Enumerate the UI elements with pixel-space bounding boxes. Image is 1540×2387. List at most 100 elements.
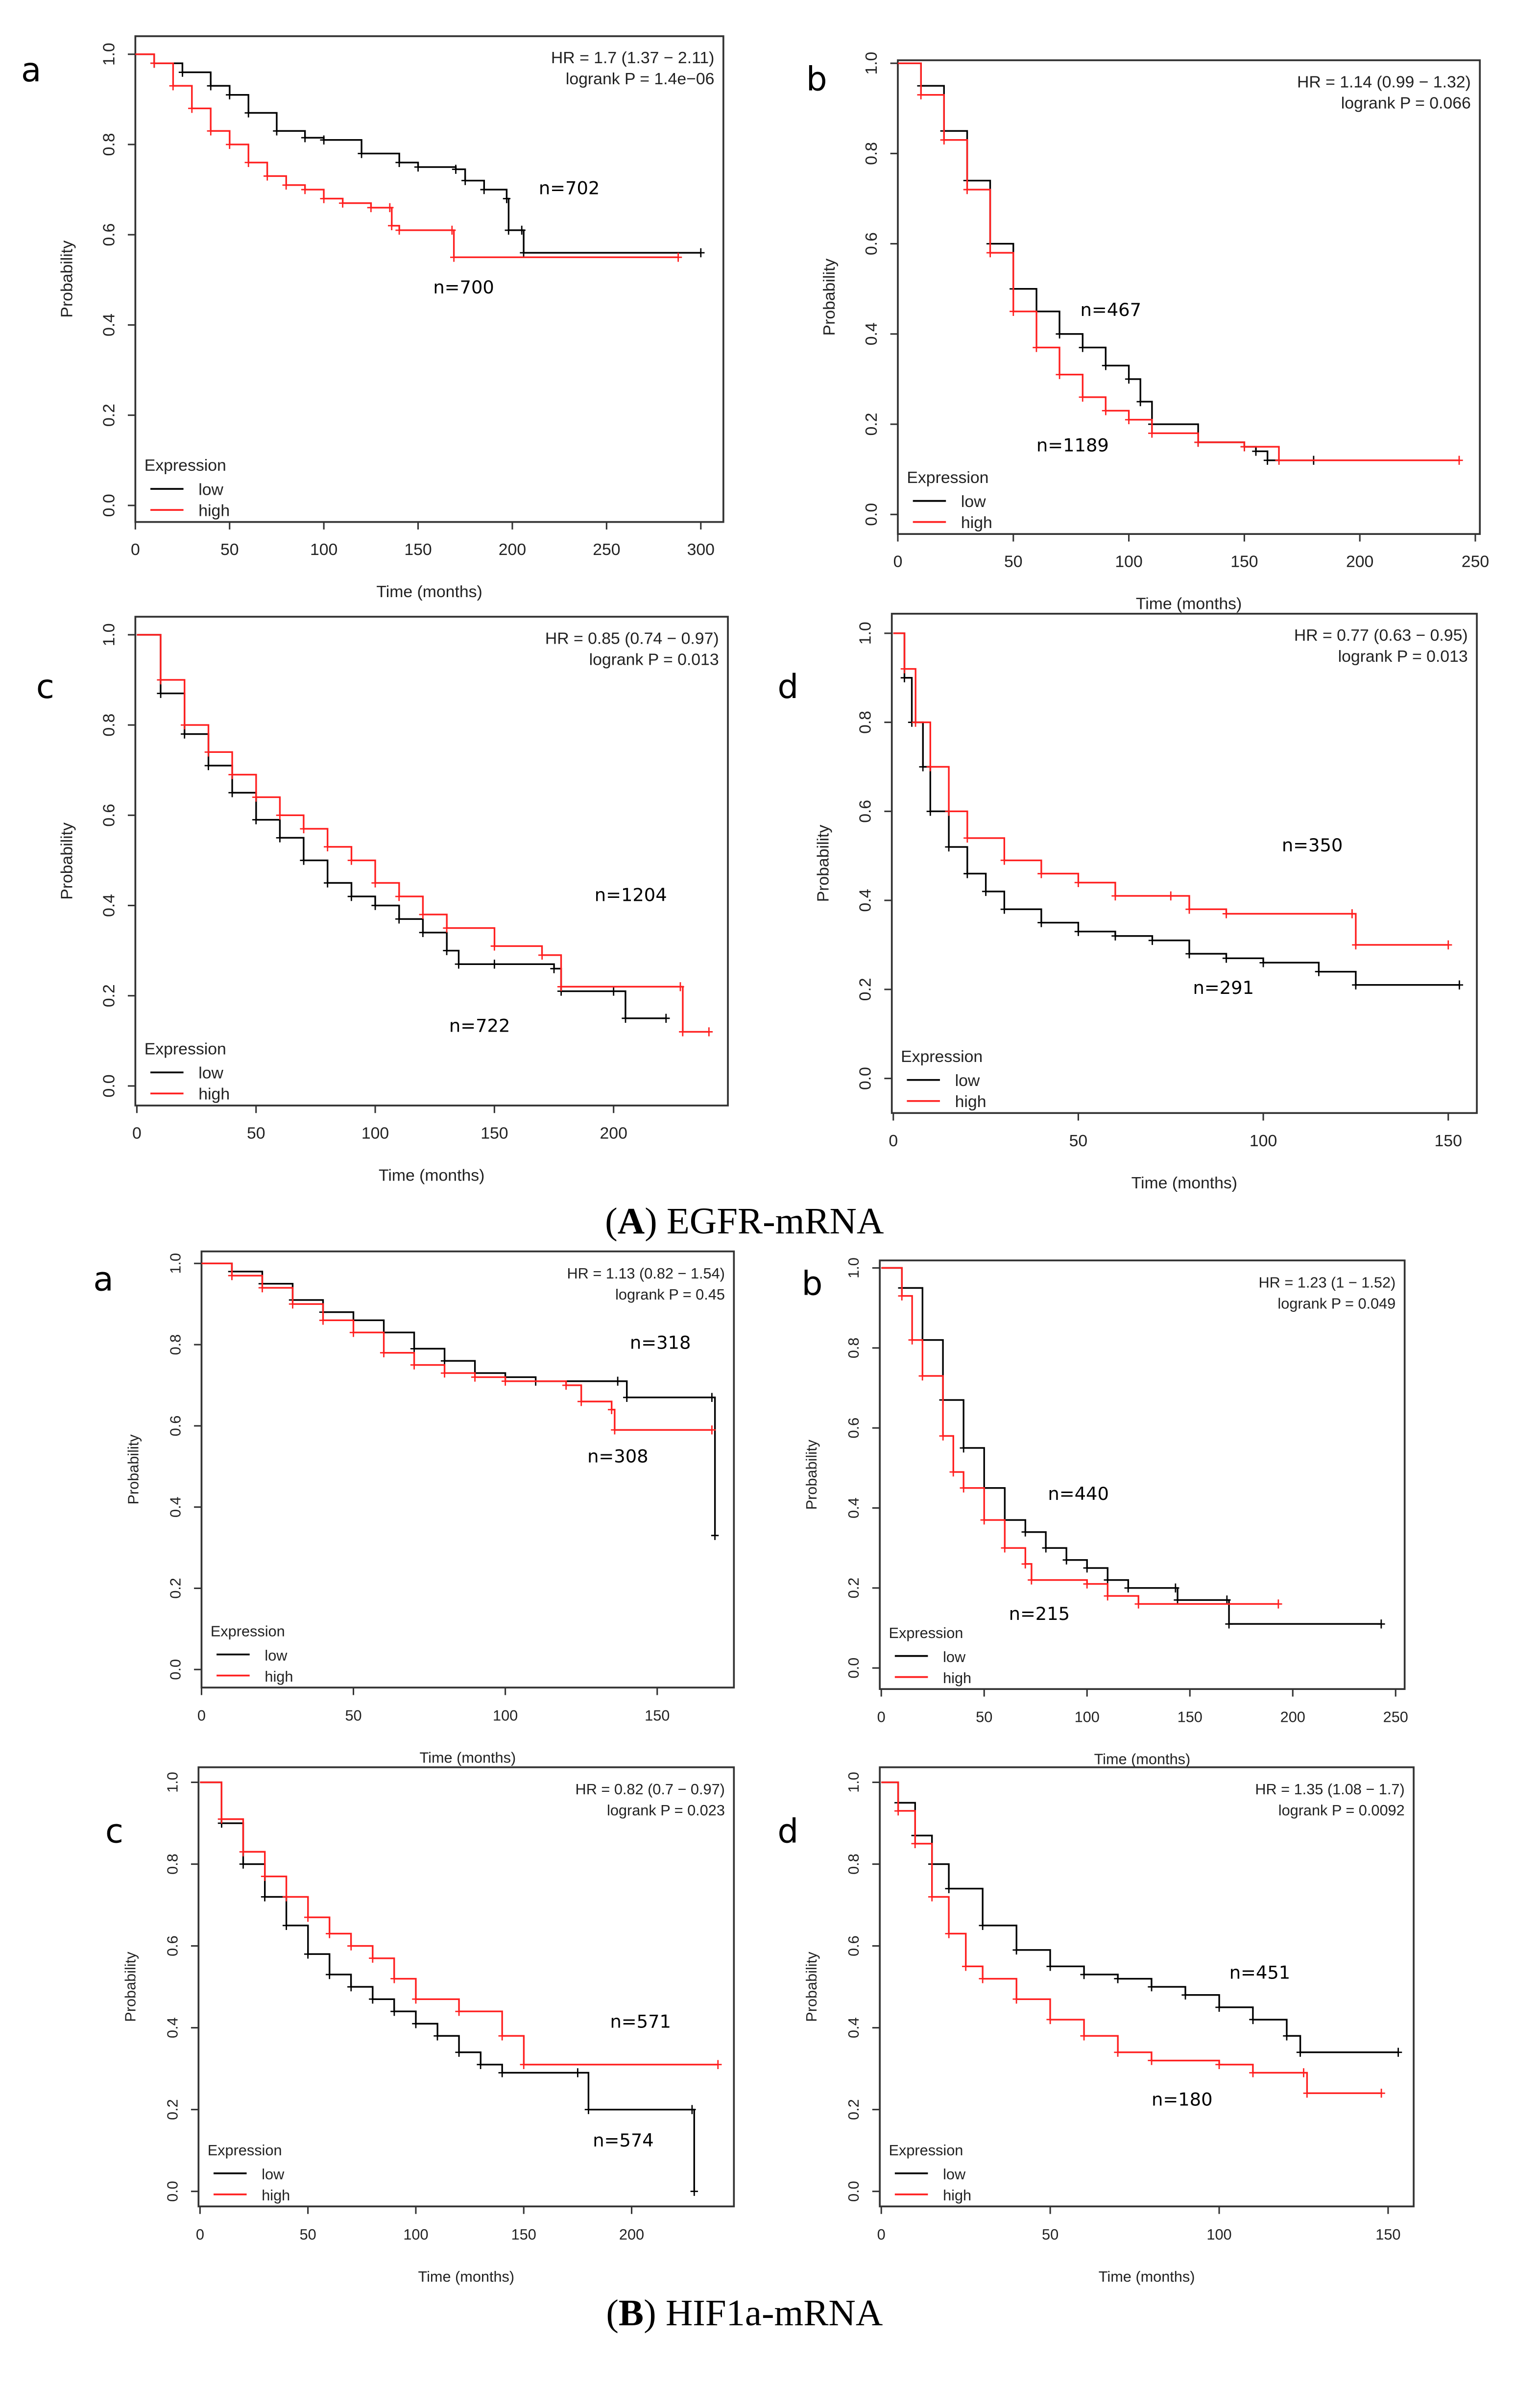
y-tick-label: 0.8: [99, 133, 118, 156]
censor-mark-high: [1348, 909, 1356, 918]
panel-letter: d: [777, 1811, 798, 1850]
legend-title: Expression: [907, 468, 988, 487]
censor-mark-high: [319, 1316, 327, 1325]
censor-mark-low: [320, 135, 328, 145]
censor-mark-high: [1352, 940, 1360, 950]
logrank-p-text: logrank P = 0.013: [589, 650, 719, 669]
x-tick-label: 300: [687, 540, 715, 559]
x-tick-label: 0: [131, 540, 140, 559]
y-tick-label: 1.0: [862, 52, 881, 75]
hazard-ratio-text: HR = 0.85 (0.74 − 0.97): [545, 629, 719, 648]
legend-title: Expression: [208, 2142, 282, 2159]
y-tick-label: 0.4: [167, 1496, 184, 1518]
censor-mark-low: [369, 1994, 377, 2004]
censor-mark-high: [894, 1806, 902, 1816]
hazard-ratio-text: HR = 0.77 (0.63 − 0.95): [1294, 626, 1468, 645]
y-axis-label: Probability: [814, 825, 833, 902]
censor-mark-high: [369, 1953, 377, 1963]
sample-size-label-low: n=574: [593, 2130, 654, 2151]
censor-mark-high: [450, 253, 458, 262]
y-tick-label: 0.2: [845, 1578, 862, 1599]
censor-mark-low: [326, 1970, 334, 1979]
censor-mark-high: [326, 1929, 334, 1938]
censor-mark-low: [622, 1013, 629, 1023]
censor-mark-high: [926, 762, 934, 772]
censor-mark-low: [1252, 447, 1260, 456]
y-tick-label: 0.0: [99, 1074, 118, 1097]
censor-mark-high: [264, 171, 271, 181]
x-tick-label: 0: [889, 1132, 898, 1150]
sample-size-label-low: n=440: [1048, 1483, 1109, 1504]
censor-mark-low: [461, 176, 469, 185]
legend-title: Expression: [144, 1039, 226, 1058]
censor-mark-low: [410, 1344, 418, 1353]
censor-mark-high: [945, 807, 953, 816]
y-tick-label: 0.6: [99, 223, 118, 246]
censor-mark-low: [455, 960, 463, 969]
censor-mark-high: [244, 158, 252, 168]
censor-mark-low: [614, 1376, 622, 1386]
y-tick-label: 0.4: [862, 322, 881, 345]
censor-mark-high: [217, 1814, 226, 1824]
logrank-p-text: logrank P = 0.013: [1338, 647, 1468, 666]
y-tick-label: 0.8: [99, 714, 118, 737]
x-tick-label: 0: [877, 2226, 886, 2243]
survival-curve-low: [881, 1267, 1381, 1625]
censor-mark-high: [390, 1974, 398, 1983]
censor-mark-high: [1037, 869, 1045, 878]
legend-label-high: high: [961, 513, 992, 532]
censor-mark-high: [1240, 442, 1249, 452]
plot-frame: [134, 35, 724, 523]
censor-mark-high: [1185, 905, 1193, 914]
censor-mark-low: [244, 108, 252, 118]
logrank-p-text: logrank P = 0.023: [607, 1802, 725, 1819]
x-tick-label: 50: [1004, 553, 1023, 571]
censor-mark-low: [550, 964, 558, 973]
censor-mark-low: [1148, 936, 1156, 945]
censor-mark-low: [623, 1393, 631, 1402]
x-axis-label: Time (months): [418, 2268, 514, 2285]
y-axis-label: Probability: [820, 259, 839, 336]
censor-mark-low: [1296, 2048, 1304, 2057]
censor-mark-low: [414, 162, 422, 172]
censor-mark-high: [1167, 891, 1175, 901]
hazard-ratio-text: HR = 1.35 (1.08 − 1.7): [1255, 1781, 1404, 1798]
survival-curve-high: [201, 1262, 712, 1431]
logrank-p-text: logrank P = 0.45: [615, 1286, 725, 1303]
censor-mark-low: [503, 194, 511, 203]
censor-mark-low: [688, 2105, 696, 2114]
km-chart-B-c: c 0 50 100 150 200 Time (months) 0.0 0.2 0.4 0.6 0.…: [105, 1766, 735, 2285]
censor-mark-high: [705, 1027, 713, 1037]
survival-curve-high: [881, 1267, 1278, 1605]
x-tick-label: 200: [619, 2226, 644, 2243]
censor-mark-high: [1114, 2048, 1122, 2057]
censor-mark-low: [900, 673, 909, 682]
censor-mark-high: [1194, 437, 1202, 447]
censor-mark-high: [979, 1974, 987, 1983]
censor-mark-high: [204, 747, 213, 757]
x-tick-label: 50: [1042, 2226, 1059, 2243]
censor-mark-low: [690, 2187, 698, 2196]
censor-mark-high: [228, 770, 236, 779]
censor-mark-low: [919, 762, 927, 772]
censor-mark-low: [181, 729, 189, 739]
censor-mark-high: [282, 1892, 290, 1902]
censor-mark-low: [1259, 958, 1267, 967]
x-tick-label: 0: [197, 1707, 206, 1724]
legend-title: Expression: [889, 2142, 963, 2159]
censor-mark-low: [1283, 2031, 1291, 2041]
logrank-p-text: logrank P = 0.0092: [1278, 1802, 1405, 1819]
km-chart-B-d: d 0 50 100 150 Time (months) 0.0 0.2 0.4 0.6 0.8 1.…: [777, 1766, 1415, 2285]
censor-mark-low: [304, 1950, 312, 1959]
legend-label-high: high: [955, 1092, 987, 1111]
x-tick-label: 150: [645, 1707, 670, 1724]
y-tick-label: 0.6: [856, 800, 875, 823]
figure-caption: (A) EGFR-mRNA: [605, 1200, 884, 1242]
censor-mark-high: [169, 81, 177, 91]
censor-mark-high: [980, 1515, 988, 1525]
censor-mark-low: [979, 1921, 987, 1930]
x-tick-label: 150: [1230, 553, 1258, 571]
figure-caption: (B) HIF1a-mRNA: [606, 2292, 883, 2334]
censor-mark-high: [367, 203, 375, 213]
